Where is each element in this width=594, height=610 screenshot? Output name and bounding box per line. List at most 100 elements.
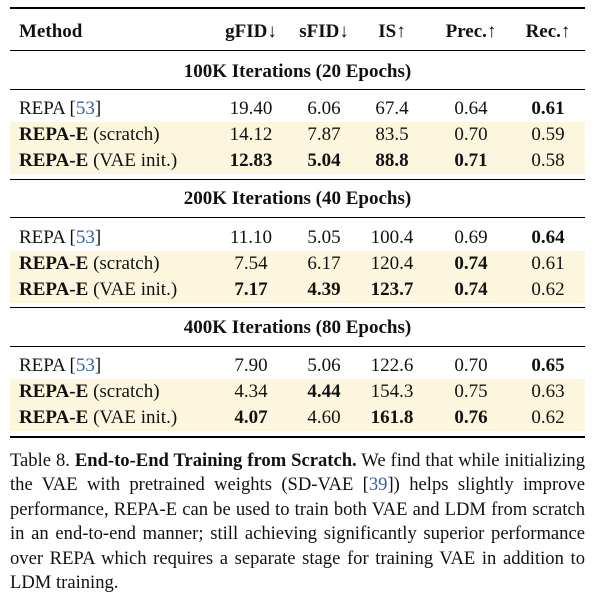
is-cell: 154.3 [370,381,414,402]
method-cell: REPA-E (scratch) [19,251,160,277]
table-row: REPA-E (scratch) 4.34 4.44 154.3 0.75 0.… [10,379,585,405]
sfid-cell: 4.44 [307,381,341,402]
header-is: IS↑ [378,21,406,42]
caption-text-a: We find that while initializing the VAE … [10,450,585,496]
rec-cell: 0.61 [531,98,565,119]
prec-cell: 0.76 [454,407,488,428]
section-rule-100k [10,89,585,90]
prec-cell: 0.74 [454,279,488,300]
method-cell: REPA-E (scratch) [19,379,160,405]
gfid-cell: 4.07 [234,407,268,428]
header-sfid: sFID↓ [299,21,349,42]
is-cell: 120.4 [370,253,414,274]
method-cell: REPA-E (scratch) [19,122,160,148]
citation-link[interactable]: 53 [75,98,95,119]
method-suffix: (scratch) [93,381,160,402]
gfid-cell: 4.34 [234,381,268,402]
citation-link[interactable]: 53 [75,355,95,376]
table-caption: Table 8. End-to-End Training from Scratc… [10,449,585,595]
table-row: REPA-E (VAE init.) 12.83 5.04 88.8 0.71 … [10,148,585,174]
rec-cell: 0.64 [531,227,565,248]
table-top-rule [10,7,585,9]
method-name: REPA-E [19,253,89,274]
prec-cell: 0.71 [454,150,488,171]
method-name: REPA-E [19,279,89,300]
header-method: Method [19,21,83,42]
is-cell: 122.6 [370,355,414,376]
table-row: REPA-E (scratch) 7.54 6.17 120.4 0.74 0.… [10,251,585,277]
is-cell: 161.8 [370,407,414,428]
table-row: REPA [53] 19.40 6.06 67.4 0.64 0.61 [10,96,585,122]
prec-cell: 0.70 [454,355,488,376]
section-end-rule-200k [10,307,585,308]
table-bottom-rule [10,436,585,438]
gfid-cell: 7.17 [234,279,268,300]
section-title-100k: 100K Iterations (20 Epochs) [183,61,412,82]
prec-cell: 0.74 [454,253,488,274]
method-suffix: (scratch) [93,253,160,274]
method-cell: REPA [53] [19,98,102,119]
rec-cell: 0.59 [531,124,565,145]
gfid-cell: 14.12 [229,124,273,145]
rec-cell: 0.65 [531,355,565,376]
rec-cell: 0.63 [531,381,565,402]
method-cell: REPA-E (VAE init.) [19,405,177,431]
section-title-400k: 400K Iterations (80 Epochs) [183,317,412,338]
method-name: REPA [19,355,65,376]
header-prec: Prec.↑ [445,21,497,42]
section-end-rule-100k [10,179,585,180]
method-name: REPA-E [19,381,89,402]
is-cell: 67.4 [375,98,409,119]
section-rule-400k [10,346,585,347]
is-cell: 88.8 [375,150,409,171]
is-cell: 100.4 [370,227,414,248]
method-suffix: (VAE init.) [93,407,178,428]
sfid-cell: 5.05 [307,227,341,248]
caption-label: Table 8. [10,450,70,471]
header-rec: Rec.↑ [525,21,571,42]
method-cell: REPA [53] [19,355,102,376]
table-row: REPA-E (scratch) 14.12 7.87 83.5 0.70 0.… [10,122,585,148]
gfid-cell: 19.40 [229,98,273,119]
sfid-cell: 6.06 [307,98,341,119]
method-name: REPA [19,227,65,248]
citation-link[interactable]: 53 [75,227,95,248]
table-header-row: Method gFID↓ sFID↓ IS↑ Prec.↑ Rec.↑ [10,19,585,45]
rec-cell: 0.61 [531,253,565,274]
header-rule [10,50,585,51]
header-gfid: gFID↓ [225,21,277,42]
method-cell: REPA-E (VAE init.) [19,277,177,303]
rec-cell: 0.58 [531,150,565,171]
method-suffix: (scratch) [93,124,160,145]
prec-cell: 0.64 [454,98,488,119]
table-row: REPA-E (VAE init.) 4.07 4.60 161.8 0.76 … [10,405,585,431]
sfid-cell: 4.39 [307,279,341,300]
method-suffix: (VAE init.) [93,150,178,171]
method-name: REPA-E [19,124,89,145]
table-row: REPA [53] 11.10 5.05 100.4 0.69 0.64 [10,225,585,251]
caption-citation-link[interactable]: 39 [368,474,388,496]
prec-cell: 0.70 [454,124,488,145]
sfid-cell: 5.06 [307,355,341,376]
is-cell: 83.5 [375,124,409,145]
method-name: REPA-E [19,407,89,428]
method-cell: REPA-E (VAE init.) [19,148,177,174]
caption-text-b: ]) helps slightly improve performance, R… [10,474,585,594]
rec-cell: 0.62 [531,407,565,428]
gfid-cell: 7.90 [234,355,268,376]
prec-cell: 0.69 [454,227,488,248]
method-cell: REPA [53] [19,227,102,248]
table-row: REPA-E (VAE init.) 7.17 4.39 123.7 0.74 … [10,277,585,303]
table-row: REPA [53] 7.90 5.06 122.6 0.70 0.65 [10,353,585,379]
gfid-cell: 7.54 [234,253,268,274]
method-name: REPA-E [19,150,89,171]
prec-cell: 0.75 [454,381,488,402]
method-suffix: (VAE init.) [93,279,178,300]
sfid-cell: 5.04 [307,150,341,171]
gfid-cell: 11.10 [229,227,273,248]
method-name: REPA [19,98,65,119]
caption-title: End-to-End Training from Scratch. [74,450,357,471]
sfid-cell: 6.17 [307,253,341,274]
sfid-cell: 7.87 [307,124,341,145]
section-rule-200k [10,217,585,218]
